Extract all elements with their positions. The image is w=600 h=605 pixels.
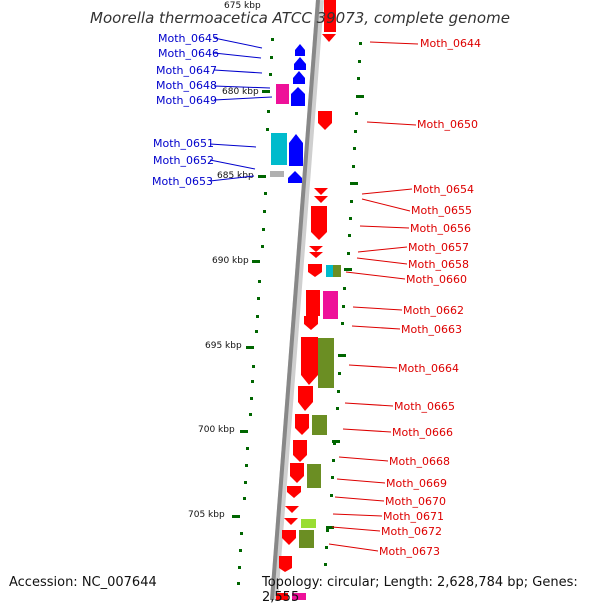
gene-feature-moth-0675 bbox=[292, 593, 306, 600]
gene-label-moth-0645[interactable]: Moth_0645 bbox=[158, 32, 219, 45]
gene-feature-moth-0667 bbox=[293, 440, 307, 462]
gene-label-moth-0662[interactable]: Moth_0662 bbox=[403, 304, 464, 317]
gene-label-moth-0664[interactable]: Moth_0664 bbox=[398, 362, 459, 375]
gene-label-moth-0649[interactable]: Moth_0649 bbox=[156, 94, 217, 107]
gene-label-moth-0670[interactable]: Moth_0670 bbox=[385, 495, 446, 508]
gene-label-moth-0656[interactable]: Moth_0656 bbox=[410, 222, 471, 235]
topology-summary-text: Topology: circular; Length: 2,628,784 bp… bbox=[262, 575, 578, 605]
forward-gene-features bbox=[270, 44, 306, 183]
gene-feature-moth-0666[interactable] bbox=[295, 414, 309, 435]
gene-feature-moth-0671b bbox=[284, 518, 298, 525]
gene-label-moth-0644[interactable]: Moth_0644 bbox=[420, 37, 481, 50]
gene-label-moth-0672[interactable]: Moth_0672 bbox=[381, 525, 442, 538]
scale-label-705: 705 kbp bbox=[188, 510, 225, 520]
gene-feature-moth-0647[interactable] bbox=[293, 71, 305, 84]
right-ticks bbox=[324, 42, 364, 566]
gene-feature-moth-0644[interactable] bbox=[324, 0, 336, 32]
genome-title: Moorella thermoacetica ATCC 39073, compl… bbox=[90, 9, 510, 27]
gene-feature-moth-0672b bbox=[282, 530, 296, 545]
gene-feature-moth-0657[interactable] bbox=[309, 246, 323, 252]
gene-feature-moth-0658[interactable] bbox=[309, 252, 323, 258]
gene-feature-grey bbox=[270, 171, 284, 177]
gene-feature-moth-0650[interactable] bbox=[318, 111, 332, 130]
gene-feature-moth-0671[interactable] bbox=[285, 506, 299, 513]
accession-text: Accession: NC_007644 bbox=[9, 575, 157, 590]
scale-label-700: 700 kbp bbox=[198, 425, 235, 435]
gene-feature-moth-0655[interactable] bbox=[314, 196, 328, 203]
gene-feature-moth-0644-tip bbox=[322, 34, 336, 42]
gene-feature-moth-0670[interactable] bbox=[287, 486, 301, 498]
gene-feature-moth-0669-olive[interactable] bbox=[307, 464, 321, 488]
gene-feature-moth-0668[interactable] bbox=[290, 463, 304, 483]
gene-label-moth-0655[interactable]: Moth_0655 bbox=[411, 204, 472, 217]
gene-feature-moth-0651[interactable] bbox=[271, 133, 287, 165]
gene-feature-moth-0656[interactable] bbox=[311, 206, 327, 240]
gene-label-moth-0652[interactable]: Moth_0652 bbox=[153, 154, 214, 167]
gene-feature-moth-0666-olive bbox=[312, 415, 327, 435]
forward-leaders bbox=[209, 37, 273, 182]
gene-feature-moth-0659 bbox=[308, 264, 322, 277]
scale-label-685: 685 kbp bbox=[217, 171, 254, 181]
scale-label-680: 680 kbp bbox=[222, 87, 259, 97]
gene-label-moth-0651[interactable]: Moth_0651 bbox=[153, 137, 214, 150]
gene-feature-moth-0664[interactable] bbox=[301, 337, 318, 385]
gene-feature-moth-0673[interactable] bbox=[299, 530, 314, 548]
gene-label-moth-0666[interactable]: Moth_0666 bbox=[392, 426, 453, 439]
gene-feature-moth-0660-cyan[interactable] bbox=[326, 265, 333, 277]
reverse-gene-features bbox=[276, 0, 341, 600]
gene-label-moth-0646[interactable]: Moth_0646 bbox=[158, 47, 219, 60]
gene-feature-moth-0649[interactable] bbox=[291, 87, 305, 106]
gene-feature-moth-0672[interactable] bbox=[301, 519, 316, 528]
gene-label-moth-0668[interactable]: Moth_0668 bbox=[389, 455, 450, 468]
gene-feature-moth-0665[interactable] bbox=[298, 386, 313, 411]
gene-feature-moth-0660-olive bbox=[333, 265, 341, 277]
scale-label-695: 695 kbp bbox=[205, 341, 242, 351]
gene-label-moth-0648[interactable]: Moth_0648 bbox=[156, 79, 217, 92]
gene-label-moth-0665[interactable]: Moth_0665 bbox=[394, 400, 455, 413]
gene-label-moth-0669[interactable]: Moth_0669 bbox=[386, 477, 447, 490]
gene-feature-moth-0653[interactable] bbox=[288, 171, 302, 183]
left-ticks bbox=[232, 38, 274, 585]
gene-label-moth-0650[interactable]: Moth_0650 bbox=[417, 118, 478, 131]
gene-feature-moth-0646[interactable] bbox=[294, 57, 306, 70]
gene-label-moth-0653[interactable]: Moth_0653 bbox=[152, 175, 213, 188]
gene-label-moth-0657[interactable]: Moth_0657 bbox=[408, 241, 469, 254]
gene-feature-moth-0675b bbox=[276, 593, 288, 600]
backbone bbox=[270, 0, 320, 600]
gene-feature-moth-0662[interactable] bbox=[323, 291, 338, 319]
gene-label-moth-0671[interactable]: Moth_0671 bbox=[383, 510, 444, 523]
scale-label-690: 690 kbp bbox=[212, 256, 249, 266]
gene-label-moth-0663[interactable]: Moth_0663 bbox=[401, 323, 462, 336]
gene-feature-moth-0661 bbox=[306, 290, 320, 316]
gene-label-moth-0660[interactable]: Moth_0660 bbox=[406, 273, 467, 286]
reverse-leaders bbox=[328, 41, 419, 552]
gene-feature-moth-0652[interactable] bbox=[289, 134, 303, 166]
gene-label-moth-0647[interactable]: Moth_0647 bbox=[156, 64, 217, 77]
gene-feature-moth-0645[interactable] bbox=[295, 44, 305, 56]
gene-feature-moth-0663[interactable] bbox=[304, 316, 318, 330]
gene-feature-moth-0674 bbox=[279, 556, 292, 572]
gene-feature-moth-0648[interactable] bbox=[276, 84, 289, 104]
gene-feature-moth-0654[interactable] bbox=[314, 188, 328, 195]
gene-label-moth-0673[interactable]: Moth_0673 bbox=[379, 545, 440, 558]
gene-label-moth-0658[interactable]: Moth_0658 bbox=[408, 258, 469, 271]
gene-feature-moth-0664-olive bbox=[318, 338, 334, 388]
gene-label-moth-0654[interactable]: Moth_0654 bbox=[413, 183, 474, 196]
scale-label-675: 675 kbp bbox=[224, 1, 261, 11]
